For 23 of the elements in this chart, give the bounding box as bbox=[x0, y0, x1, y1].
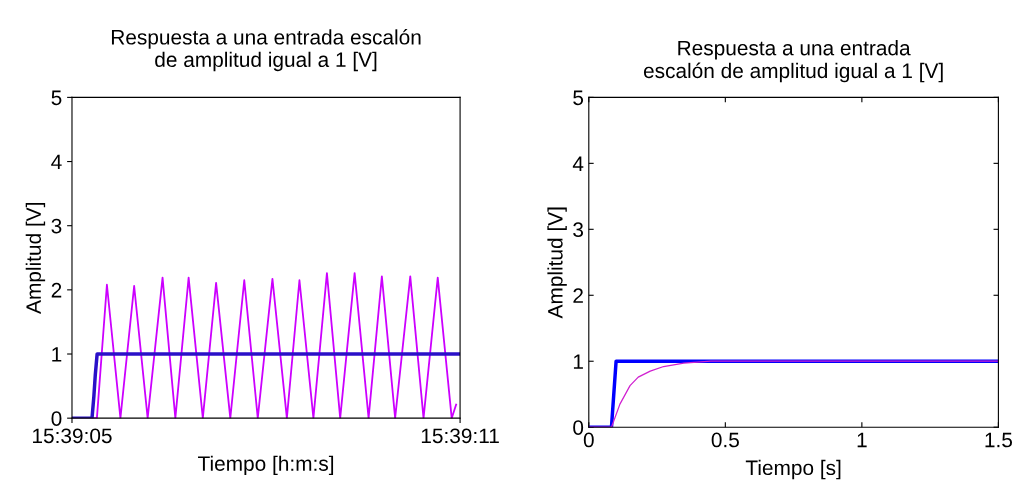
y-tick-label: 4 bbox=[51, 154, 62, 170]
chart-title: Respuesta a una entrada escalón de amplitud igual a 1 [V] bbox=[111, 29, 421, 72]
y-tick-label: 5 bbox=[573, 90, 584, 106]
y-tick-label: 4 bbox=[572, 156, 584, 171]
chart-title: Respuesta a una entrada escalón de amplitud igual a 1 [V] bbox=[643, 40, 943, 83]
x-tick-label: 1.5 bbox=[985, 432, 1013, 448]
x-tick-label: 15:39:05 bbox=[33, 428, 112, 444]
x-tick-label: 15:39:11 bbox=[421, 428, 499, 444]
x-axis-title: Tiempo [s] bbox=[745, 459, 841, 480]
y-tick-label: 2 bbox=[573, 288, 583, 303]
y-axis-title: Amplitud [V] bbox=[547, 207, 567, 319]
y-tick-label: 5 bbox=[51, 90, 62, 106]
x-tick-label: 0 bbox=[583, 432, 594, 448]
y-tick-label: 1 bbox=[52, 347, 62, 362]
y-tick-label: 0 bbox=[51, 411, 62, 426]
y-tick-label: 3 bbox=[573, 222, 584, 238]
x-tick-label: 1 bbox=[857, 432, 867, 448]
y-tick-label: 2 bbox=[51, 282, 62, 298]
y-tick-label: 1 bbox=[573, 354, 583, 369]
x-axis-title: Tiempo [h:m:s] bbox=[198, 455, 334, 476]
x-tick-label: 0.5 bbox=[711, 432, 739, 448]
y-axis-title: Amplitud [V] bbox=[25, 203, 46, 314]
y-tick-label: 3 bbox=[51, 218, 62, 234]
